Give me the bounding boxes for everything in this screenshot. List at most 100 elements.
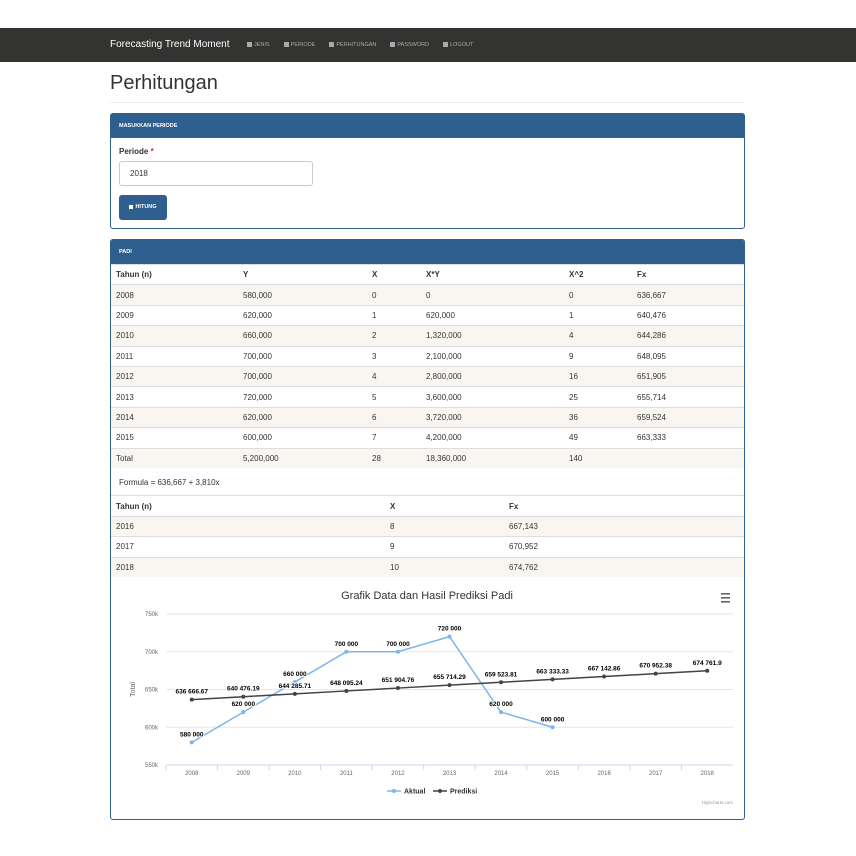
x-tick-label: 2013 <box>443 771 457 777</box>
data-point <box>395 650 400 655</box>
x-tick-label: 2015 <box>546 771 560 777</box>
cell: 36 <box>564 406 632 428</box>
data-label: 648 095.24 <box>330 680 363 687</box>
x-tick-label: 2017 <box>649 771 663 777</box>
panel-header: PADI <box>111 240 744 264</box>
cell: 2,800,000 <box>421 365 564 387</box>
header-row: Tahun (n) X Fx <box>111 495 744 517</box>
cell: 674,762 <box>504 556 744 578</box>
cell: 7 <box>367 427 421 449</box>
menu-text: PERIODE <box>290 42 316 48</box>
formula: Formula = 636,667 + 3,810x <box>119 478 220 488</box>
column-header: Fx <box>632 263 744 285</box>
cell: 3,720,000 <box>421 406 564 428</box>
cell: 620,000 <box>238 304 367 326</box>
y-tick-label: 550k <box>145 763 159 769</box>
table-row: 2013 720,000 5 3,600,000 25 655,714 <box>111 386 744 408</box>
cell: 1,320,000 <box>421 325 564 347</box>
x-tick-label: 2012 <box>391 771 405 777</box>
series-line <box>191 636 553 744</box>
cell: 2014 <box>111 406 238 428</box>
x-tick-label: 2009 <box>237 771 251 777</box>
icon <box>329 41 335 47</box>
menu-item[interactable]: PERIODE <box>283 28 316 62</box>
data-label: 659 523.81 <box>485 672 518 679</box>
x-tick-label: 2008 <box>185 771 199 777</box>
x-tick-label: 2014 <box>494 771 508 777</box>
cell: 9 <box>385 536 504 558</box>
cell: 640,476 <box>632 304 744 326</box>
cell: 670,952 <box>504 536 744 558</box>
data-point <box>292 680 297 685</box>
data-label: 670 952.38 <box>639 663 672 670</box>
cell: 0 <box>421 284 564 306</box>
cell: 2016 <box>111 515 385 537</box>
data-point <box>344 650 349 655</box>
data-point <box>447 683 452 688</box>
y-tick-label: 750k <box>145 612 159 618</box>
period-input[interactable]: 2018 <box>119 161 313 186</box>
navbar: Forecasting Trend Moment JENIS PERIODE PER… <box>0 28 856 62</box>
cell: 2013 <box>111 386 238 408</box>
cell: 2017 <box>111 536 385 558</box>
cell: 2011 <box>111 345 238 367</box>
data-point <box>602 675 607 680</box>
cell: 5 <box>367 386 421 408</box>
legend-marker <box>392 789 396 794</box>
cell: 28 <box>367 447 421 469</box>
menu-item[interactable]: LOGOUT <box>443 28 473 62</box>
cell: 10 <box>385 556 504 578</box>
cell: 2009 <box>111 304 238 326</box>
icon <box>390 41 396 47</box>
cell: 648,095 <box>632 345 744 367</box>
cell: 600,000 <box>238 427 367 449</box>
form-panel: MASUKKAN PERIODE Periode * 2018 HITUNG <box>110 113 745 229</box>
data-label: 700 000 <box>335 641 359 648</box>
data-point <box>499 680 504 685</box>
field-label: Periode * <box>119 147 154 156</box>
brand[interactable]: Forecasting Trend Moment <box>110 39 230 50</box>
cell: 663,333 <box>632 427 744 449</box>
data-point <box>705 669 710 674</box>
icon <box>247 41 252 47</box>
data-label: 655 714.29 <box>433 675 466 682</box>
data-point <box>499 710 504 715</box>
data-label: 663 333.33 <box>536 669 569 676</box>
cell: 0 <box>367 284 421 306</box>
cell: 2 <box>367 325 421 347</box>
cell: 644,286 <box>632 325 744 347</box>
table-row: 2015 600,000 7 4,200,000 49 663,333 <box>111 427 744 449</box>
submit-button[interactable]: HITUNG <box>119 195 167 220</box>
cell: 8 <box>385 515 504 537</box>
cell: 655,714 <box>632 386 744 408</box>
chart-title: Grafik Data dan Hasil Prediksi Padi <box>341 590 513 602</box>
y-tick-label: 600k <box>145 726 159 732</box>
chart: Grafik Data dan Hasil Prediksi Padi Total… <box>130 590 733 805</box>
required-mark: * <box>150 147 154 156</box>
menu-icon <box>721 593 730 596</box>
data-label: 674 761.9 <box>693 660 722 667</box>
cell: 700,000 <box>238 345 367 367</box>
cell: 2010 <box>111 325 238 347</box>
column-header: X <box>385 495 504 517</box>
cell <box>632 447 744 469</box>
cell: 2015 <box>111 427 238 449</box>
data-label: 636 666.67 <box>175 689 208 696</box>
column-header: Tahun (n) <box>111 495 385 517</box>
data-label: 651 904.76 <box>382 678 415 685</box>
cell: 2008 <box>111 284 238 306</box>
result-panel: PADI Tahun (n) Y X X*Y X^2 Fx 2008 580,000 0 0 0 63… <box>110 239 745 820</box>
cell: 18,360,000 <box>421 447 564 469</box>
menu-item[interactable]: JENIS <box>247 28 270 62</box>
icon <box>129 204 134 209</box>
table-row: 2012 700,000 4 2,800,000 16 651,905 <box>111 365 744 387</box>
column-header: Y <box>238 263 367 285</box>
cell: 140 <box>564 447 632 469</box>
menu-item[interactable]: PASSWORD <box>390 28 429 62</box>
data-point <box>241 710 246 715</box>
divider <box>110 102 745 103</box>
menu-item[interactable]: PERHITUNGAN <box>329 28 376 62</box>
table-row: 2014 620,000 6 3,720,000 36 659,524 <box>111 406 744 428</box>
data-point <box>241 695 246 700</box>
